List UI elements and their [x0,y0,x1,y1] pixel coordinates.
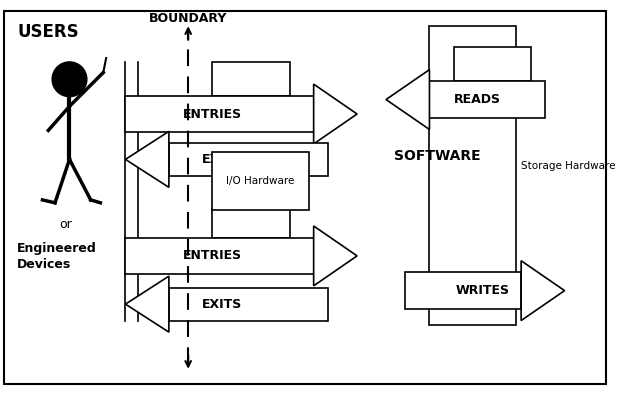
Bar [212,152,309,210]
Text: EXITS: EXITS [202,153,242,166]
Text: or: or [59,218,72,231]
Text: ENTRIES: ENTRIES [183,249,242,262]
Polygon shape [313,84,357,144]
Text: BOUNDARY: BOUNDARY [149,12,228,25]
Circle shape [52,62,87,97]
Bar [126,237,313,274]
Text: Storage Hardware: Storage Hardware [521,161,616,171]
Bar [454,47,531,81]
Bar [212,209,289,237]
Text: WRITES: WRITES [456,284,509,297]
Polygon shape [313,226,357,286]
Polygon shape [126,132,169,187]
Polygon shape [521,261,564,321]
Bar [212,62,289,96]
Bar [169,143,328,176]
Text: ENTRIES: ENTRIES [183,107,242,120]
Bar [430,81,545,118]
Bar [169,288,328,321]
Text: I/O Hardware: I/O Hardware [226,176,295,186]
Polygon shape [386,70,430,130]
Text: EXITS: EXITS [202,298,242,310]
Text: Engineered: Engineered [17,242,97,255]
Bar [430,26,516,325]
Bar [405,272,521,309]
Text: Devices: Devices [17,258,71,271]
Bar [126,96,313,132]
Text: USERS: USERS [17,23,79,41]
Text: READS: READS [454,93,501,106]
Polygon shape [126,276,169,332]
Text: SOFTWARE: SOFTWARE [394,149,480,163]
